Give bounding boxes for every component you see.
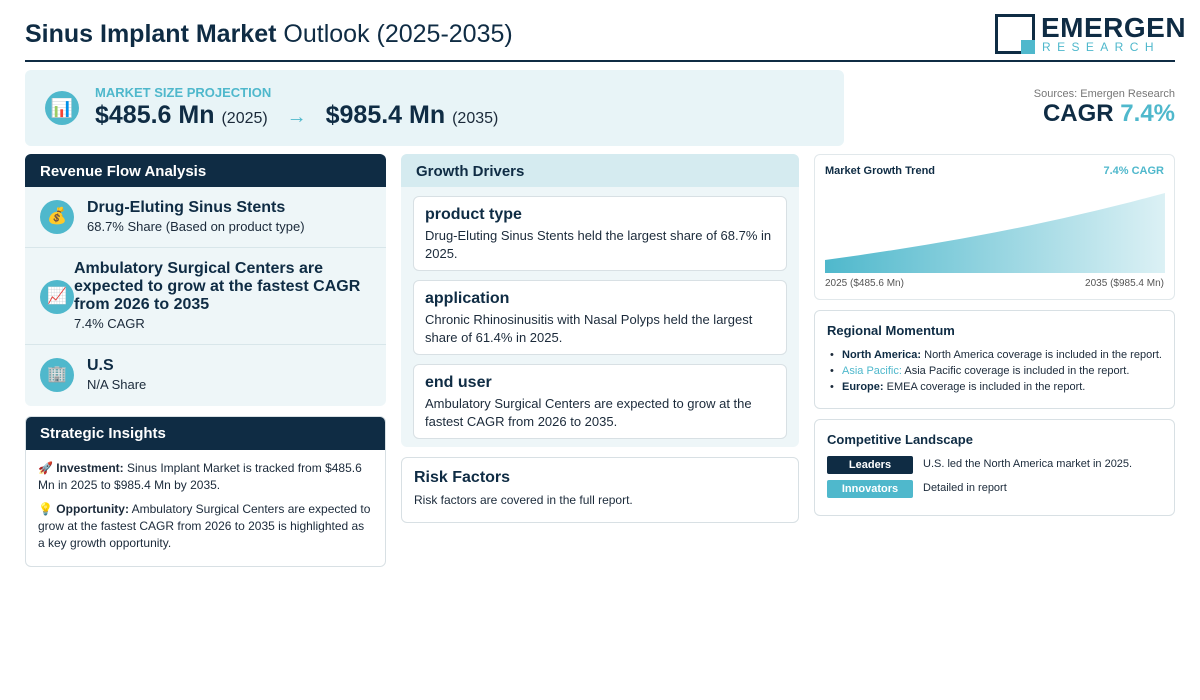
trend-start-label: 2025 ($485.6 Mn) [825, 278, 904, 289]
page-title-light: Outlook (2025-2035) [283, 20, 513, 48]
investment-label: Investment: [56, 461, 124, 475]
projection-label: MARKET SIZE PROJECTION [95, 85, 272, 100]
market-growth-trend-panel: Market Growth Trend 7.4% CAGR 2025 ($485… [814, 154, 1175, 300]
start-year: (2025) [221, 110, 268, 127]
sources-note: Sources: Emergen Research [1033, 88, 1175, 100]
page-header: Sinus Implant Market Outlook (2025-2035)… [25, 10, 1186, 62]
revenue-item-title: U.S [87, 357, 114, 374]
driver-card: application Chronic Rhinosinusitis with … [413, 280, 787, 355]
trend-chart-icon: 📈 [40, 280, 74, 314]
risk-factors-panel: Risk Factors Risk factors are covered in… [401, 457, 799, 523]
end-year: (2035) [452, 110, 499, 127]
end-value: $985.4 Mn [325, 101, 446, 129]
logo-mark-icon [995, 14, 1035, 54]
driver-text: Ambulatory Surgical Centers are expected… [425, 396, 752, 429]
driver-text: Chronic Rhinosinusitis with Nasal Polyps… [425, 312, 753, 345]
cagr-value: 7.4% [1120, 100, 1175, 127]
list-item: Europe: EMEA coverage is included in the… [827, 379, 1162, 395]
strategic-insights-panel: Strategic Insights 🚀 Investment: Sinus I… [25, 416, 386, 567]
regional-momentum-title: Regional Momentum [827, 323, 955, 338]
lightbulb-icon: 💡 [38, 502, 53, 516]
region-name: Asia Pacific: [842, 365, 902, 377]
driver-card: product type Drug-Eluting Sinus Stents h… [413, 196, 787, 271]
region-name: North America: [842, 349, 922, 361]
competitive-row: Leaders U.S. led the North America marke… [827, 456, 1162, 474]
trend-end-label: 2035 ($985.4 Mn) [1085, 278, 1164, 289]
competitive-text: Detailed in report [923, 482, 1007, 494]
trend-title: Market Growth Trend [825, 165, 936, 177]
region-text: North America coverage is included in th… [924, 349, 1162, 361]
revenue-flow-title: Revenue Flow Analysis [25, 154, 386, 187]
revenue-item-title: Ambulatory Surgical Centers are expected… [74, 260, 361, 313]
growth-drivers-panel: Growth Drivers product type Drug-Eluting… [401, 154, 799, 447]
trend-area [825, 193, 1165, 273]
region-name: Europe: [842, 381, 884, 393]
trend-cagr: 7.4% CAGR [1103, 165, 1164, 177]
list-item: North America: North America coverage is… [827, 347, 1162, 363]
investment-text: Sinus Implant Market is tracked from $48… [38, 461, 362, 492]
bar-chart-icon: 📊 [45, 91, 79, 125]
emergen-logo: EMERGEN RESEARCH [995, 12, 1186, 56]
opportunity-label: Opportunity: [56, 502, 129, 516]
start-value: $485.6 Mn [95, 101, 215, 129]
risk-factors-title: Risk Factors [414, 469, 511, 486]
building-icon: 🏢 [40, 358, 74, 392]
list-item: Asia Pacific: Asia Pacific coverage is i… [827, 363, 1162, 379]
driver-text: Drug-Eluting Sinus Stents held the large… [425, 228, 772, 261]
arrow-right-icon: → [286, 106, 307, 128]
regional-list: North America: North America coverage is… [827, 347, 1162, 395]
money-bag-icon: 💰 [40, 200, 74, 234]
growth-drivers-title: Growth Drivers [401, 154, 799, 187]
market-size-projection: 📊 MARKET SIZE PROJECTION $485.6 Mn (2025… [25, 70, 844, 146]
logo-sub-text: RESEARCH [1042, 40, 1160, 54]
risk-factors-text: Risk factors are covered in the full rep… [414, 493, 633, 507]
revenue-item: 📈 Ambulatory Surgical Centers are expect… [25, 248, 386, 345]
revenue-item-sub: 7.4% CAGR [74, 316, 145, 331]
revenue-item: 🏢 U.S N/A Share [25, 345, 386, 406]
opportunity-text: Ambulatory Surgical Centers are expected… [38, 502, 371, 550]
region-text: Asia Pacific coverage is included in the… [904, 365, 1130, 377]
opportunity-insight: 💡 Opportunity: Ambulatory Surgical Cente… [38, 501, 373, 552]
investment-insight: 🚀 Investment: Sinus Implant Market is tr… [38, 460, 373, 494]
regional-momentum-panel: Regional Momentum North America: North A… [814, 310, 1175, 409]
innovators-badge: Innovators [827, 480, 913, 498]
competitive-row: Innovators Detailed in report [827, 480, 1162, 498]
logo-main-text: EMERGEN [1041, 12, 1187, 43]
page-title: Sinus Implant Market Outlook (2025-2035) [25, 20, 513, 49]
competitive-landscape-title: Competitive Landscape [827, 432, 973, 447]
revenue-item-title: Drug-Eluting Sinus Stents [87, 199, 286, 216]
driver-title: product type [425, 206, 522, 223]
revenue-item-sub: N/A Share [87, 377, 147, 392]
driver-title: end user [425, 374, 492, 391]
driver-card: end user Ambulatory Surgical Centers are… [413, 364, 787, 439]
leaders-badge: Leaders [827, 456, 913, 474]
revenue-item-sub: 68.7% Share (Based on product type) [87, 219, 305, 234]
driver-title: application [425, 290, 510, 307]
revenue-flow-panel: Revenue Flow Analysis 💰 Drug-Eluting Sin… [25, 154, 386, 406]
strategic-insights-title: Strategic Insights [26, 417, 385, 450]
revenue-item: 💰 Drug-Eluting Sinus Stents 68.7% Share … [25, 187, 386, 248]
cagr-headline: CAGR 7.4% [1043, 100, 1175, 128]
trend-area-chart [825, 193, 1165, 273]
competitive-text: U.S. led the North America market in 202… [923, 458, 1133, 470]
region-text: EMEA coverage is included in the report. [886, 381, 1086, 393]
cagr-label: CAGR [1042, 100, 1114, 127]
rocket-icon: 🚀 [38, 461, 53, 475]
competitive-landscape-panel: Competitive Landscape Leaders U.S. led t… [814, 419, 1175, 516]
projection-values: $485.6 Mn (2025) → $985.4 Mn (2035) [95, 101, 498, 130]
page-title-bold: Sinus Implant Market [25, 20, 277, 48]
